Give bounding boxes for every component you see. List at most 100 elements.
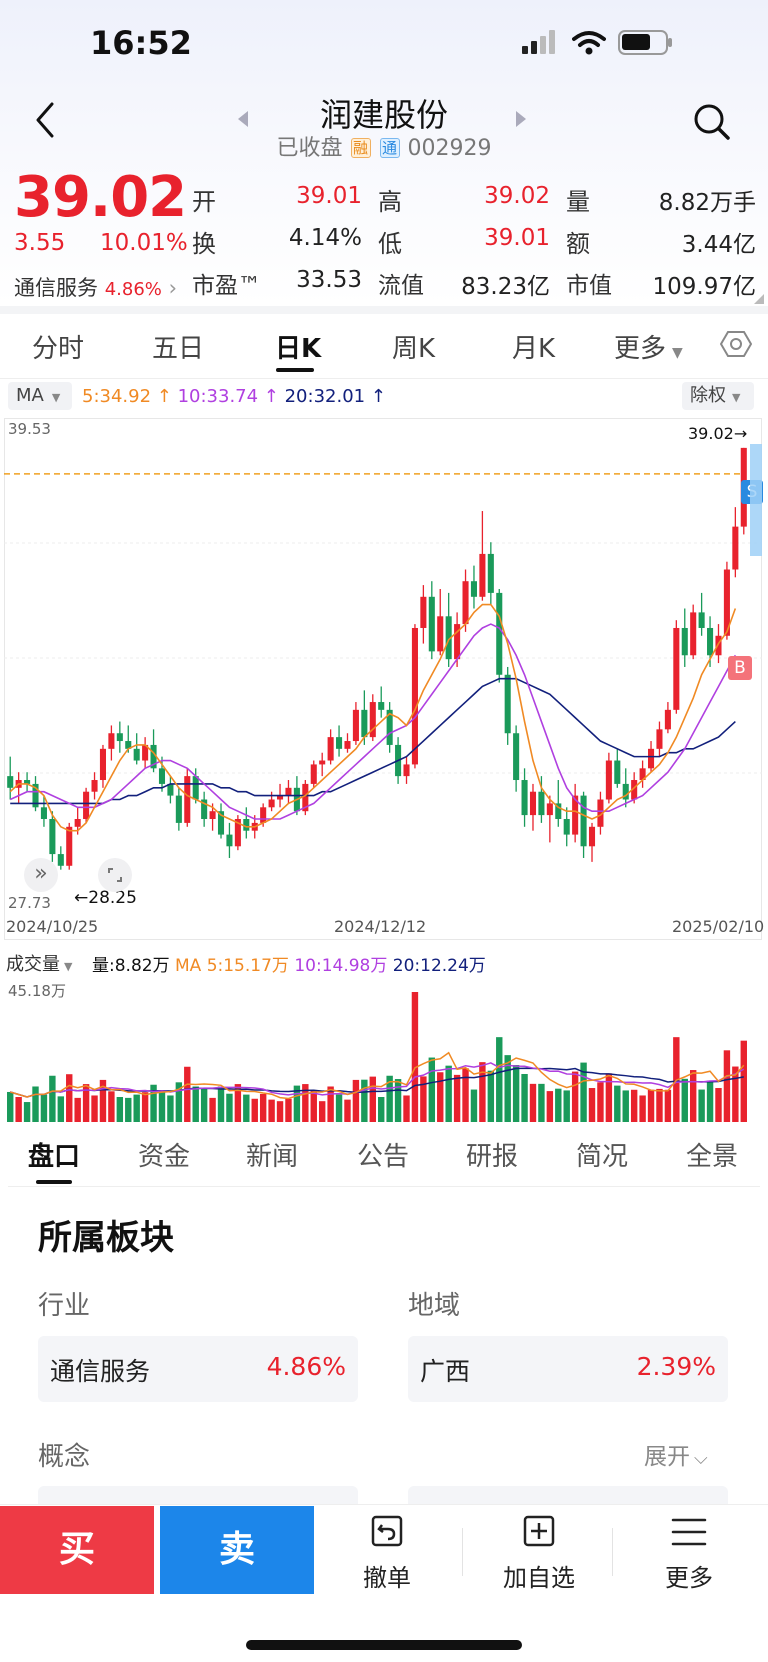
volume-bar [23,1102,31,1122]
tab-five-day[interactable]: 五日 [152,334,205,364]
buy-button[interactable]: 买 [0,1506,154,1594]
tab-news[interactable]: 新闻 [246,1142,299,1172]
volume-bar [74,1097,81,1122]
candle-body [74,819,81,827]
candle-body [285,787,292,796]
concept-card[interactable] [38,1486,358,1506]
candle-body [142,744,149,761]
quote-value: 39.02 [484,183,550,209]
candle-body [310,764,317,784]
volume-selector[interactable]: 成交量 ▼ [6,950,72,976]
volume-bar [453,1074,461,1122]
volume-bar [723,1050,731,1122]
sell-button[interactable]: 卖 [160,1506,314,1594]
tab-research[interactable]: 研报 [466,1142,519,1172]
candle-body [243,819,250,831]
ma-selector[interactable]: MA ▼ [8,382,72,410]
volume-bar [740,1040,747,1122]
tab-daily-k[interactable]: 日K [275,334,322,364]
candle-body [673,627,680,710]
candle-body [647,748,655,769]
volume-bar [504,1055,511,1122]
candle-body [158,768,166,784]
chevron-right-icon: › [168,276,177,300]
quote-value: 39.01 [484,225,550,251]
concept-card[interactable] [408,1486,728,1506]
expand-sidebar-button[interactable]: » [24,858,58,892]
kline-chart[interactable] [4,418,762,914]
candle-body [57,854,64,866]
volume-bar [318,1101,326,1122]
more-button[interactable]: 更多 [624,1514,754,1592]
tab-capital[interactable]: 资金 [138,1142,191,1172]
back-icon[interactable] [30,100,60,140]
candle-body [563,819,570,835]
low-marker-value: 28.25 [88,888,137,908]
expand-button[interactable]: 展开 ⌵ [644,1437,708,1471]
volume-bar [7,1091,14,1122]
tab-profile[interactable]: 简况 [576,1142,629,1172]
add-watchlist-button[interactable]: 加自选 [474,1514,604,1592]
candle-body [605,760,612,800]
quote-value: 4.14% [288,225,362,251]
candle-body [116,733,123,742]
volume-ma20: 20:12.24万 [392,956,486,976]
cancel-order-button[interactable]: 撤单 [322,1514,452,1592]
candle-body [217,811,225,835]
volume-chart[interactable] [4,980,762,1124]
volume-ma20-line [10,1067,744,1098]
sector-link[interactable]: 通信服务 4.86% › [14,272,177,302]
candle-body [521,780,528,816]
fullscreen-button[interactable] [98,858,132,892]
adjust-label: 除权 [690,385,726,406]
settings-icon[interactable] [720,328,752,360]
candle-body [428,596,435,652]
volume-bar [681,1078,688,1122]
arrow-up-icon: ↑ [151,386,178,407]
concept-label: 概念 [38,1442,91,1472]
adjust-selector[interactable]: 除权 ▼ [682,382,754,410]
volume-ma10-line [10,1062,745,1098]
region-card[interactable]: 广西 2.39% [408,1336,728,1402]
candle-body [631,780,638,800]
volume-bar [580,1062,587,1122]
buy-marker[interactable]: B [728,656,752,680]
volume-ma5: MA 5:15.17万 [175,956,289,976]
volume-bar [310,1090,317,1122]
tab-intraday[interactable]: 分时 [32,334,85,364]
candle-body [437,616,444,652]
next-stock-icon[interactable] [514,110,528,128]
tab-more[interactable]: 更多 ▼ [614,328,683,365]
tab-announcements[interactable]: 公告 [357,1142,410,1172]
volume-bar [217,1086,225,1122]
candle-body [133,748,140,761]
industry-card[interactable]: 通信服务 4.86% [38,1336,358,1402]
connect-tag: 通 [379,138,400,158]
tab-order-book[interactable]: 盘口 [28,1142,81,1172]
arrow-left-icon: ← [74,888,89,908]
add-icon [523,1515,555,1547]
ma20-value: 20:32.01 [284,386,366,407]
tab-weekly-k[interactable]: 周K [392,334,436,364]
volume-bar [99,1079,107,1122]
volume-bar [352,1079,360,1122]
quote-value: 109.97亿 [652,274,756,300]
chevron-down-icon: ⌵ [694,1448,708,1469]
low-marker: ←28.25 [74,888,137,908]
volume-values: 量:8.82万 MA 5:15.17万 10:14.98万 20:12.24万 [92,951,486,976]
cancel-order-label: 撤单 [363,1564,411,1592]
tab-panorama[interactable]: 全景 [686,1142,739,1172]
candle-body [91,780,98,792]
quote-label: 量 [566,188,590,216]
candle-body [639,768,646,781]
caret-down-icon: ▼ [51,391,61,404]
info-tabs-divider [8,1186,760,1187]
tab-monthly-k[interactable]: 月K [512,334,556,364]
volume-bar [192,1086,199,1122]
search-icon[interactable] [692,102,732,142]
candle-body [664,709,671,730]
prev-stock-icon[interactable] [236,110,250,128]
candle-body [327,737,334,761]
volume-bar [546,1091,554,1122]
volume-bar [386,1075,393,1122]
